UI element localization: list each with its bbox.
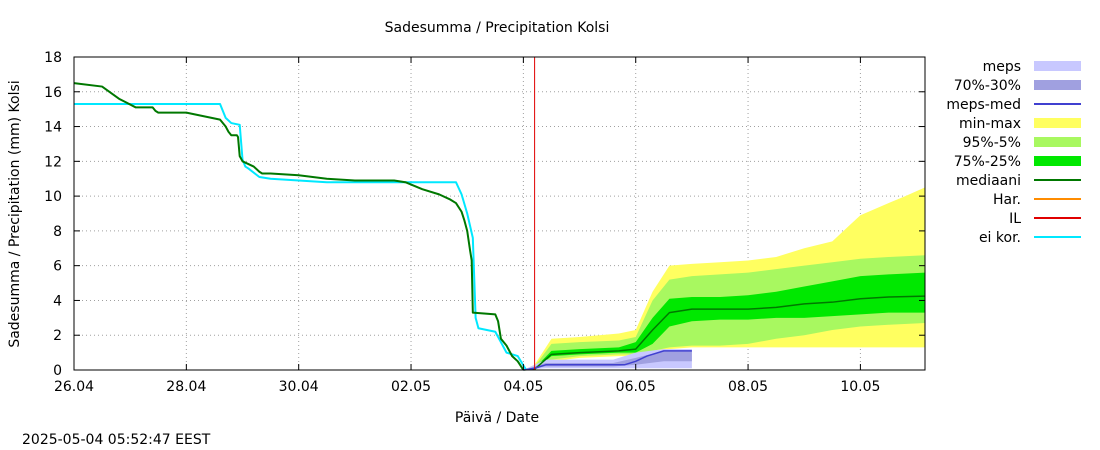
x-tick-label: 10.05	[840, 379, 880, 395]
series-ei-kor	[74, 102, 528, 371]
legend-label: 70%-30%	[954, 78, 1021, 94]
plot-frame	[73, 56, 926, 371]
x-tick-label: 04.05	[503, 379, 543, 395]
legend-label: meps-med	[946, 97, 1021, 113]
chart-title: Sadesumma / Precipitation Kolsi	[385, 20, 610, 36]
series-mediaani	[73, 82, 525, 371]
legend-label: IL	[1009, 211, 1021, 227]
legend-label: ei kor.	[979, 230, 1021, 246]
y-tick-label: 8	[53, 224, 62, 240]
legend-label: meps	[983, 59, 1021, 75]
bands	[523, 187, 925, 370]
y-tick-label: 12	[44, 154, 62, 170]
y-tick-label: 10	[44, 189, 62, 205]
legend-swatch	[1034, 80, 1081, 90]
x-tick-label: 30.04	[279, 379, 319, 395]
legend-label: min-max	[959, 116, 1021, 132]
grid	[73, 56, 925, 371]
y-tick-label: 18	[44, 50, 62, 66]
x-axis-label: Päivä / Date	[455, 410, 539, 426]
y-tick-label: 14	[44, 120, 62, 136]
legend-swatch	[1034, 61, 1081, 71]
x-tick-label: 02.05	[391, 379, 431, 395]
legend-swatch	[1034, 118, 1081, 128]
y-tick-label: 6	[53, 259, 62, 275]
x-tick-label: 06.05	[616, 379, 656, 395]
y-tick-label: 0	[53, 363, 62, 379]
y-tick-label: 16	[44, 85, 62, 101]
x-tick-label: 26.04	[54, 379, 94, 395]
series-mediaani-forecast	[523, 295, 926, 371]
legend-label: 75%-25%	[954, 154, 1021, 170]
legend-label: Har.	[993, 192, 1021, 208]
band-75%-25%	[523, 272, 925, 370]
y-tick-label: 2	[53, 328, 62, 344]
x-tick-label: 28.04	[166, 379, 206, 395]
series-meps-med	[523, 350, 692, 371]
legend: meps 70%-30% meps-med min-max 95%-5% 75%-25% m…	[946, 59, 1081, 246]
legend-label: 95%-5%	[963, 135, 1021, 151]
timestamp: 2025-05-04 05:52:47 EEST	[22, 432, 211, 448]
legend-label: mediaani	[956, 173, 1021, 189]
axis-ticks: 0 2 4 6 8 10 12 14 16 18 26.04 28.04 30.04 02.05 04.05…	[44, 50, 925, 395]
y-axis-label: Sadesumma / Precipitation (mm) Kolsi	[7, 80, 23, 347]
x-tick-label: 08.05	[728, 379, 768, 395]
y-tick-label: 4	[53, 293, 62, 309]
legend-swatch	[1034, 156, 1081, 166]
legend-swatch	[1034, 137, 1081, 147]
series-lines	[73, 57, 926, 371]
